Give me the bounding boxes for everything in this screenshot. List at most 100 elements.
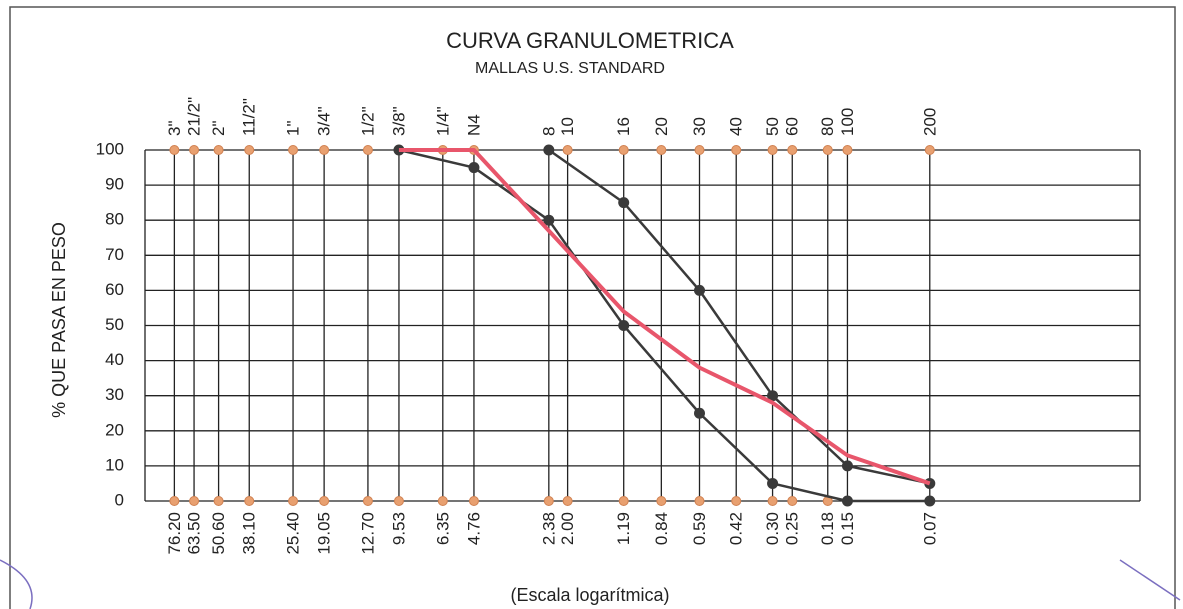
tick-dot: [393, 496, 404, 506]
x-tick-label: 0.07: [920, 512, 939, 545]
sieve-label: 3": [165, 121, 184, 137]
x-tick-label: 0.42: [727, 512, 746, 545]
tick-dot: [319, 496, 330, 506]
data-line: [398, 148, 930, 503]
data-point: [924, 495, 936, 507]
frame: [9, 6, 1176, 609]
tick-dot: [656, 145, 667, 155]
x-tick-label: 2.00: [558, 512, 577, 545]
tick-dot: [767, 496, 778, 506]
tick-dot: [618, 496, 629, 506]
tick-dot: [694, 496, 705, 506]
tick-dot: [213, 496, 224, 506]
x-tick-label: 38.10: [240, 512, 259, 555]
x-tick-label: 6.35: [433, 512, 452, 545]
data-point: [694, 407, 706, 419]
y-tick-label: 30: [105, 385, 124, 404]
tick-dot: [169, 496, 180, 506]
tick-dot: [543, 496, 554, 506]
x-tick-label: 0.59: [690, 512, 709, 545]
sieve-label: 11/2": [240, 98, 259, 136]
tick-dot: [169, 145, 180, 155]
x-axis-label: (Escala logarítmica): [510, 585, 669, 605]
y-tick-label: 80: [105, 210, 124, 229]
sieve-label: 3/4": [315, 106, 334, 136]
x-tick-label: 25.40: [284, 512, 303, 555]
tick-dot: [731, 496, 742, 506]
tick-dot: [244, 496, 255, 506]
tick-dot: [822, 145, 833, 155]
tick-dot: [288, 496, 299, 506]
sieve-label: 30: [690, 117, 709, 136]
y-tick-label: 40: [105, 350, 124, 369]
data-point: [543, 144, 555, 156]
tick-dot: [244, 145, 255, 155]
x-tick-label: 76.20: [165, 512, 184, 555]
chart-title: CURVA GRANULOMETRICA: [446, 28, 734, 53]
tick-dot: [213, 145, 224, 155]
tick-dot: [787, 145, 798, 155]
data-point: [543, 214, 555, 226]
sieve-label: 20: [652, 117, 671, 136]
sieve-label: 2": [209, 121, 228, 137]
data-point: [468, 162, 480, 174]
tick-dot: [362, 145, 373, 155]
tick-dot: [562, 145, 573, 155]
x-tick-label: 2.38: [539, 512, 558, 545]
tick-dot: [731, 145, 742, 155]
tick-dot: [787, 496, 798, 506]
sieve-label: 80: [818, 117, 837, 136]
tick-dot: [189, 496, 200, 506]
data-line: [548, 148, 931, 485]
sieve-label: 21/2": [185, 97, 204, 136]
sieve-label: 1/2": [358, 106, 377, 136]
y-tick-label: 0: [115, 490, 124, 509]
tick-dot: [437, 496, 448, 506]
chart-subtitle: MALLAS U.S. STANDARD: [475, 60, 665, 77]
tick-dot: [562, 496, 573, 506]
data-point: [841, 495, 853, 507]
x-tick-label: 50.60: [209, 512, 228, 555]
sieve-label: 8: [539, 127, 558, 136]
data-point: [841, 460, 853, 472]
sieve-label: 40: [727, 117, 746, 136]
x-tick-label: 9.53: [389, 512, 408, 545]
tick-dot: [842, 145, 853, 155]
data-line: [398, 148, 931, 486]
x-tick-label: 0.18: [818, 512, 837, 545]
y-tick-label: 90: [105, 175, 124, 194]
sieve-label: 3/8": [389, 106, 408, 136]
sieve-label: 1": [284, 121, 303, 137]
stamp: [1119, 559, 1181, 601]
tick-dot: [468, 496, 479, 506]
data-point: [767, 390, 779, 402]
sieve-label: 200: [920, 108, 939, 136]
sieve-label: 100: [838, 108, 857, 136]
tick-dot: [656, 496, 667, 506]
x-tick-label: 1.19: [614, 512, 633, 545]
data-point: [618, 197, 630, 209]
x-tick-label: 12.70: [358, 512, 377, 555]
sieve-label: 1/4": [433, 106, 452, 136]
sieve-label: 16: [614, 117, 633, 136]
sieve-label: 60: [783, 117, 802, 136]
tick-dot: [288, 145, 299, 155]
y-tick-label: 10: [105, 455, 124, 474]
x-tick-label: 0.84: [652, 512, 671, 545]
x-tick-label: 0.25: [783, 512, 802, 545]
sieve-label: 10: [558, 117, 577, 136]
tick-dot: [362, 496, 373, 506]
data-point: [767, 477, 779, 489]
tick-dot: [319, 145, 330, 155]
x-tick-label: 0.15: [838, 512, 857, 545]
sieve-label: N4: [464, 114, 483, 136]
y-axis-label: % QUE PASA EN PESO: [49, 222, 69, 418]
tick-dot: [618, 145, 629, 155]
y-tick-label: 100: [96, 139, 124, 158]
x-tick-label: 4.76: [464, 512, 483, 545]
data-point: [694, 284, 706, 296]
tick-dot: [189, 145, 200, 155]
data-point: [618, 320, 630, 331]
y-tick-label: 50: [105, 315, 124, 334]
